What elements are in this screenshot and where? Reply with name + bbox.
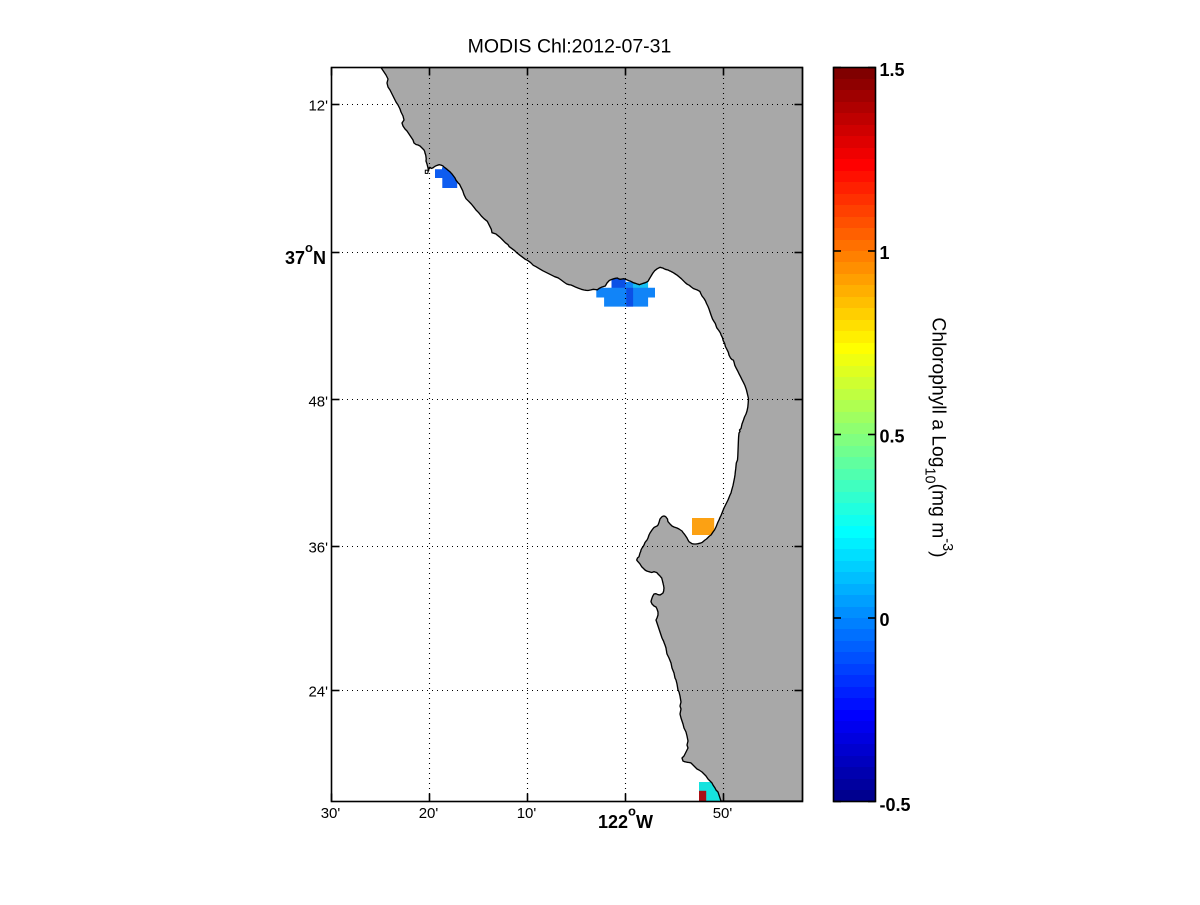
svg-text:1.5: 1.5 [880, 60, 905, 80]
svg-text:1: 1 [880, 243, 890, 263]
svg-text:36': 36' [308, 540, 328, 557]
svg-text:0: 0 [880, 610, 890, 630]
svg-text:50': 50' [713, 805, 733, 822]
svg-text:24': 24' [308, 684, 328, 701]
svg-text:48': 48' [308, 394, 328, 411]
svg-text:10': 10' [517, 805, 537, 822]
svg-text:0.5: 0.5 [880, 427, 905, 447]
svg-text:30': 30' [321, 805, 341, 822]
svg-text:-0.5: -0.5 [880, 795, 911, 815]
svg-text:12': 12' [308, 98, 328, 115]
svg-text:MODIS Chl:2012-07-31: MODIS Chl:2012-07-31 [468, 36, 672, 58]
svg-text:20': 20' [419, 805, 439, 822]
